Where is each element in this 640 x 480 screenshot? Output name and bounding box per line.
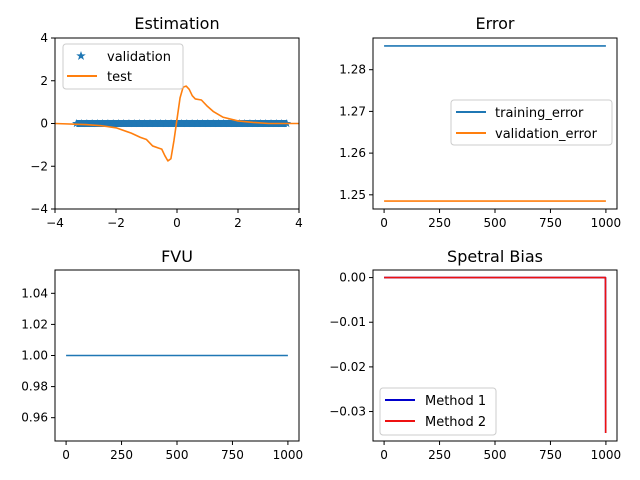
spectral-bias-frame [372, 269, 618, 442]
spectral-bias-panel: Spetral Bias 0 250 500 750 1000 0.00 −0.01 −0.0… [329, 247, 621, 462]
fvu-xtick-label: 500 [166, 448, 189, 462]
legend-training-error-label: training_error [495, 106, 584, 121]
spectral_bias-xtick-label: 1000 [591, 448, 622, 462]
validation-marker [198, 119, 207, 128]
fvu-panel: FVU 0 250 500 750 1000 0.96 0.98 1.00 1.02 1.04 [21, 247, 303, 462]
validation-marker [203, 119, 213, 128]
error-xtick-label: 1000 [591, 216, 622, 230]
error-ytick-label: 1.28 [339, 63, 366, 77]
error-xtick-label: 250 [428, 216, 451, 230]
fvu-xtick-label: 0 [62, 448, 70, 462]
estimation-ytick-label: 2 [40, 74, 48, 88]
spectral-bias-title: Spetral Bias [447, 247, 543, 266]
error-legend: training_error validation_error [450, 99, 613, 146]
fvu-title: FVU [161, 247, 193, 266]
validation-marker [182, 119, 192, 128]
legend-validation-label: validation [107, 50, 171, 65]
estimation-ytick-label: −4 [30, 202, 48, 216]
validation-marker [235, 119, 244, 128]
fvu-ytick-label: 0.96 [21, 411, 48, 425]
estimation-xtick-label: 2 [234, 216, 242, 230]
validation-marker [150, 119, 160, 128]
validation-marker [135, 119, 144, 128]
validation-marker [77, 119, 86, 128]
validation-marker [229, 119, 239, 128]
spectral_bias-ytick-label: 0.00 [339, 271, 366, 285]
fvu-ytick-label: 1.04 [21, 286, 48, 300]
spectral_bias-xtick-label: 500 [484, 448, 507, 462]
validation-marker [129, 119, 139, 128]
validation-marker [219, 119, 228, 128]
fvu-ytick-label: 1.00 [21, 349, 48, 363]
validation-marker [208, 119, 218, 128]
validation-marker [87, 119, 97, 128]
validation-marker [214, 119, 223, 128]
legend-method1-label: Method 1 [425, 394, 486, 409]
validation-marker [193, 119, 202, 128]
error-frame [372, 37, 618, 210]
spectral_bias-xtick-label: 250 [428, 448, 451, 462]
validation-marker [166, 119, 176, 128]
fvu-ytick-label: 1.02 [21, 317, 48, 331]
estimation-ytick-label: 0 [40, 117, 48, 131]
estimation-panel: Estimation −4 −2 0 2 4 −4 −2 0 2 4 validation tes… [30, 14, 303, 230]
error-ytick-label: 1.27 [339, 104, 366, 118]
error-title: Error [476, 14, 515, 33]
validation-marker [82, 119, 92, 128]
estimation-legend: validation test [62, 43, 184, 90]
validation-marker [119, 119, 128, 128]
validation-marker [187, 119, 197, 128]
validation-marker [161, 119, 171, 128]
error-xtick-label: 750 [539, 216, 562, 230]
error-xtick-label: 0 [380, 216, 388, 230]
validation-marker [240, 119, 249, 128]
fvu-xtick-label: 250 [110, 448, 133, 462]
estimation-xtick-label: 0 [173, 216, 181, 230]
estimation-frame [54, 37, 300, 210]
validation-marker [114, 119, 123, 128]
validation-marker [93, 119, 102, 128]
validation-marker [245, 119, 255, 128]
error-ytick-label: 1.26 [339, 146, 366, 160]
fvu-frame [54, 269, 300, 442]
estimation-xtick-label: −2 [107, 216, 125, 230]
spectral_bias-ytick-label: −0.02 [329, 360, 366, 374]
estimation-xtick-label: −4 [46, 216, 64, 230]
legend-validation-error-label: validation_error [495, 127, 598, 142]
spectral_bias-ytick-label: −0.03 [329, 405, 366, 419]
error-panel: Error 0 250 500 750 1000 1.25 1.26 1.27 1.28 tra… [339, 14, 621, 230]
spectral_bias-xtick-label: 0 [380, 448, 388, 462]
validation-marker [72, 119, 81, 128]
validation-marker [140, 119, 150, 128]
validation-marker [224, 119, 234, 128]
spectral_bias-ytick-label: −0.01 [329, 315, 366, 329]
validation-marker [103, 119, 113, 128]
legend-validation-marker [76, 51, 86, 60]
estimation-ytick-label: −2 [30, 159, 48, 173]
fvu-xtick-label: 1000 [273, 448, 304, 462]
validation-marker [156, 119, 165, 128]
fvu-xtick-label: 750 [221, 448, 244, 462]
validation-marker [145, 119, 155, 128]
spectral_bias-xtick-label: 750 [539, 448, 562, 462]
validation-marker [98, 119, 107, 128]
estimation-xtick-label: 4 [295, 216, 303, 230]
fvu-ytick-label: 0.98 [21, 380, 48, 394]
spectral-bias-legend: Method 1 Method 2 [379, 387, 497, 436]
spectral_bias-method-2-line [384, 276, 607, 433]
legend-test-label: test [107, 70, 132, 85]
error-xtick-label: 500 [484, 216, 507, 230]
validation-marker [177, 119, 186, 128]
error-ytick-label: 1.25 [339, 188, 366, 202]
estimation-test-line [55, 85, 299, 162]
estimation-title: Estimation [134, 14, 219, 33]
legend-method2-label: Method 2 [425, 415, 486, 430]
validation-marker [108, 119, 118, 128]
validation-marker [124, 119, 134, 128]
estimation-ytick-label: 4 [40, 31, 48, 45]
